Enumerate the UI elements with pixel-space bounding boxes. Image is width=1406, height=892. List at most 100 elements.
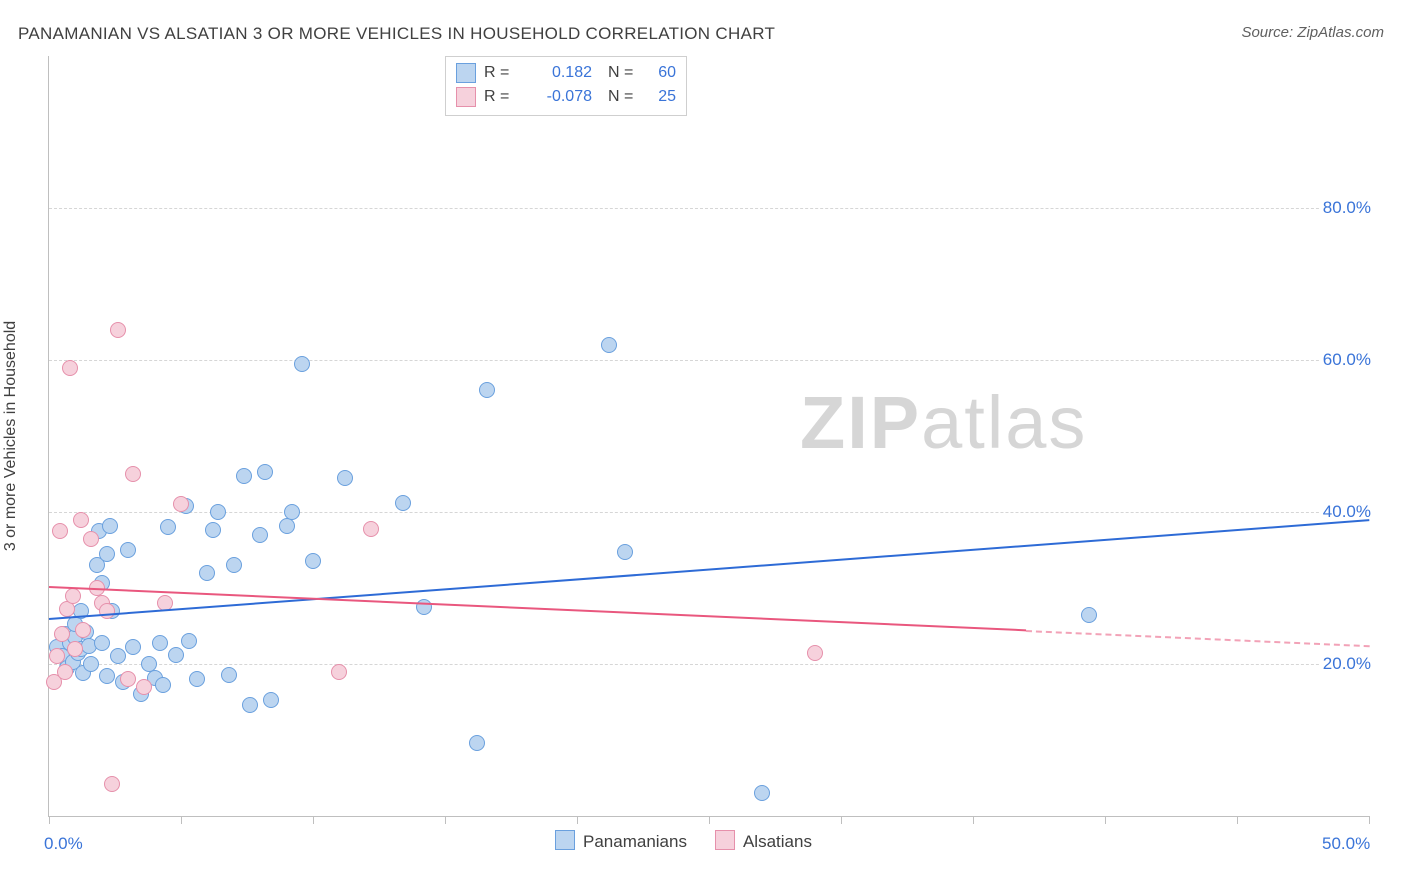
data-point	[136, 679, 152, 695]
x-axis-tick	[841, 816, 842, 824]
data-point	[49, 648, 65, 664]
legend-r-label: R =	[484, 85, 518, 109]
legend-n-value: 60	[646, 61, 676, 85]
legend-series: Panamanians Alsatians	[555, 830, 812, 852]
data-point	[210, 504, 226, 520]
y-axis-tick-label: 80.0%	[1319, 198, 1371, 218]
y-axis-tick-label: 20.0%	[1319, 654, 1371, 674]
data-point	[284, 504, 300, 520]
data-point	[1081, 607, 1097, 623]
data-point	[104, 776, 120, 792]
x-axis-tick	[445, 816, 446, 824]
x-axis-tick	[1237, 816, 1238, 824]
data-point	[469, 735, 485, 751]
data-point	[242, 697, 258, 713]
legend-r-value: -0.078	[526, 85, 592, 109]
x-axis-tick	[1369, 816, 1370, 824]
data-point	[205, 522, 221, 538]
chart-title: PANAMANIAN VS ALSATIAN 3 OR MORE VEHICLE…	[18, 24, 775, 44]
data-point	[110, 322, 126, 338]
data-point	[73, 512, 89, 528]
x-axis-tick	[973, 816, 974, 824]
data-point	[279, 518, 295, 534]
trend-line	[49, 520, 1369, 621]
data-point	[221, 667, 237, 683]
data-point	[601, 337, 617, 353]
gridline	[49, 360, 1369, 361]
data-point	[173, 496, 189, 512]
data-point	[807, 645, 823, 661]
data-point	[152, 635, 168, 651]
data-point	[168, 647, 184, 663]
data-point	[263, 692, 279, 708]
trend-line	[1026, 630, 1369, 647]
data-point	[83, 656, 99, 672]
data-point	[331, 664, 347, 680]
data-point	[363, 521, 379, 537]
legend-n-label: N =	[600, 61, 638, 85]
data-point	[257, 464, 273, 480]
legend-swatch	[456, 63, 476, 83]
legend-swatch	[555, 830, 575, 850]
legend-n-label: N =	[600, 85, 638, 109]
y-axis-title: 3 or more Vehicles in Household	[20, 206, 38, 436]
legend-r-value: 0.182	[526, 61, 592, 85]
x-axis-tick	[181, 816, 182, 824]
data-point	[252, 527, 268, 543]
data-point	[83, 531, 99, 547]
legend-item: Panamanians	[555, 830, 687, 852]
x-axis-tick	[577, 816, 578, 824]
data-point	[125, 639, 141, 655]
data-point	[395, 495, 411, 511]
gridline	[49, 664, 1369, 665]
data-point	[54, 626, 70, 642]
legend-swatch	[456, 87, 476, 107]
data-point	[479, 382, 495, 398]
data-point	[294, 356, 310, 372]
legend-n-value: 25	[646, 85, 676, 109]
legend-label: Panamanians	[583, 832, 687, 851]
data-point	[59, 601, 75, 617]
data-point	[102, 518, 118, 534]
x-axis-tick	[1105, 816, 1106, 824]
data-point	[226, 557, 242, 573]
y-axis-tick-label: 60.0%	[1319, 350, 1371, 370]
data-point	[52, 523, 68, 539]
data-point	[62, 360, 78, 376]
x-axis-tick	[49, 816, 50, 824]
gridline	[49, 512, 1369, 513]
data-point	[337, 470, 353, 486]
legend-row: R = -0.078 N = 25	[456, 85, 676, 109]
legend-label: Alsatians	[743, 832, 812, 851]
data-point	[754, 785, 770, 801]
legend-r-label: R =	[484, 61, 518, 85]
data-point	[57, 664, 73, 680]
data-point	[99, 546, 115, 562]
legend-row: R = 0.182 N = 60	[456, 61, 676, 85]
data-point	[189, 671, 205, 687]
data-point	[110, 648, 126, 664]
legend-correlation: R = 0.182 N = 60 R = -0.078 N = 25	[445, 56, 687, 116]
data-point	[199, 565, 215, 581]
x-axis-tick	[313, 816, 314, 824]
x-axis-label-min: 0.0%	[44, 834, 83, 854]
data-point	[617, 544, 633, 560]
data-point	[120, 542, 136, 558]
data-point	[160, 519, 176, 535]
data-point	[305, 553, 321, 569]
x-axis-label-max: 50.0%	[1322, 834, 1370, 854]
data-point	[94, 635, 110, 651]
legend-item: Alsatians	[715, 830, 812, 852]
data-point	[67, 641, 83, 657]
data-point	[181, 633, 197, 649]
data-point	[236, 468, 252, 484]
data-point	[155, 677, 171, 693]
data-point	[125, 466, 141, 482]
data-point	[75, 622, 91, 638]
source-label: Source: ZipAtlas.com	[1241, 24, 1384, 41]
x-axis-tick	[709, 816, 710, 824]
scatter-plot: 20.0%40.0%60.0%80.0%	[48, 56, 1369, 817]
data-point	[120, 671, 136, 687]
legend-swatch	[715, 830, 735, 850]
data-point	[99, 668, 115, 684]
